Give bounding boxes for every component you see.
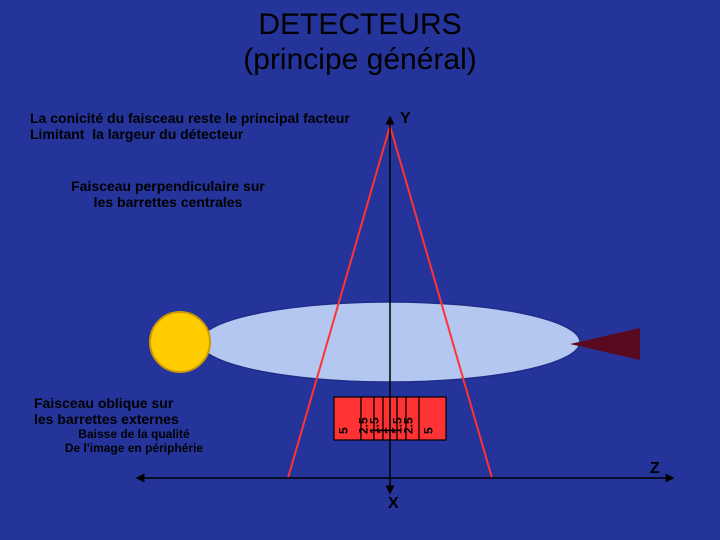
note-perpendicular: Faisceau perpendiculaire surles barrette… bbox=[58, 178, 278, 210]
note-perpendicular-line-2: les barrettes centrales bbox=[94, 194, 243, 210]
note-oblique-line-4: De l'image en périphérie bbox=[34, 441, 234, 455]
note-oblique-line-3: Baisse de la qualité bbox=[34, 427, 234, 441]
intro-text-line-1: La conicité du faisceau reste le princip… bbox=[30, 110, 350, 126]
diagram-stage: DETECTEURS(principe général)52.51.5111.5… bbox=[0, 0, 720, 540]
intro-text: La conicité du faisceau reste le princip… bbox=[30, 110, 350, 142]
note-perpendicular-line-1: Faisceau perpendiculaire sur bbox=[71, 178, 265, 194]
note-oblique: Faisceau oblique surles barrettes extern… bbox=[34, 395, 234, 455]
axis-label-z: Z bbox=[650, 460, 660, 478]
patient-feet bbox=[570, 328, 640, 360]
axis-label-y: Y bbox=[400, 110, 411, 128]
diagram-svg: 52.51.5111.52.55 bbox=[0, 0, 720, 540]
axis-label-x: X bbox=[388, 495, 399, 513]
detector-bar-label: 5 bbox=[337, 427, 351, 434]
intro-text-line-2: Limitant la largeur du détecteur bbox=[30, 126, 243, 142]
note-oblique-line-2: les barrettes externes bbox=[34, 411, 234, 427]
detector-bar-label: 2.5 bbox=[402, 417, 416, 434]
detector-bar-label: 5 bbox=[422, 427, 436, 434]
patient-head bbox=[150, 312, 210, 372]
note-oblique-line-1: Faisceau oblique sur bbox=[34, 395, 234, 411]
